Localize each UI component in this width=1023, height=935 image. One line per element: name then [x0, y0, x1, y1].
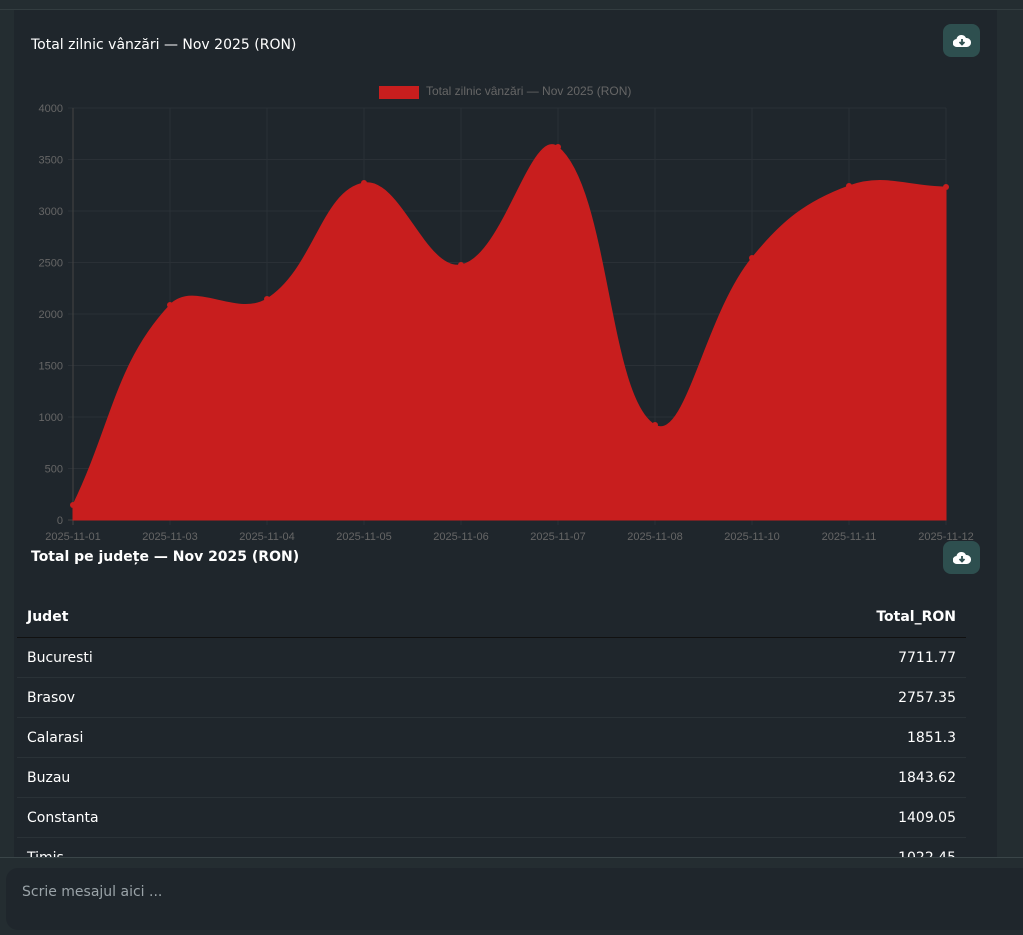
y-tick-label: 3000	[39, 206, 63, 218]
cloud-download-icon	[952, 34, 971, 47]
cell-judet: Calarasi	[17, 717, 472, 758]
legend-label: Total zilnic vânzări — Nov 2025 (RON)	[426, 84, 631, 98]
cell-total: 2757.35	[471, 677, 966, 718]
cell-judet: Bucuresti	[17, 637, 472, 678]
data-point	[555, 144, 561, 151]
data-point	[846, 182, 852, 189]
county-table: Judet Total_RON Bucuresti 7711.77 Brasov 275…	[17, 597, 966, 878]
y-tick-label: 4000	[39, 103, 63, 115]
top-divider	[0, 9, 1023, 10]
x-tick-label: 2025-11-10	[724, 531, 779, 540]
header-judet: Judet	[17, 597, 472, 638]
legend-swatch	[379, 86, 419, 99]
x-tick-label: 2025-11-01	[45, 531, 100, 540]
x-tick-label: 2025-11-08	[627, 531, 682, 540]
cell-total: 7711.77	[471, 637, 966, 678]
download-table-button[interactable]	[943, 541, 980, 574]
line-chart: Total zilnic vânzări — Nov 2025 (RON) 0 5…	[39, 84, 974, 540]
download-chart-button[interactable]	[943, 24, 980, 57]
x-tick-label: 2025-11-03	[142, 531, 197, 540]
x-tick-label: 2025-11-07	[530, 531, 585, 540]
data-point	[361, 179, 367, 186]
y-tick-label: 500	[45, 464, 63, 476]
y-tick-label: 2000	[39, 309, 63, 321]
cell-total: 1851.3	[471, 717, 966, 758]
table-row: Brasov 2757.35	[17, 677, 966, 718]
data-point	[458, 261, 464, 268]
y-tick-label: 1500	[39, 361, 63, 373]
x-tick-label: 2025-11-05	[336, 531, 391, 540]
x-tick-label: 2025-11-11	[822, 531, 877, 540]
header-total: Total_RON	[471, 597, 966, 638]
chart-title: Total zilnic vânzări — Nov 2025 (RON)	[31, 37, 297, 53]
data-point	[167, 302, 173, 309]
table-row: Bucuresti 7711.77	[17, 637, 966, 678]
data-point	[749, 254, 755, 261]
y-tick-label: 1000	[39, 412, 63, 424]
cell-judet: Constanta	[17, 797, 472, 838]
cell-total: 1843.62	[471, 757, 966, 798]
y-tick-label: 0	[57, 515, 63, 527]
area-series	[72, 144, 947, 521]
x-tick-label: 2025-11-12	[918, 531, 973, 540]
data-point	[70, 501, 76, 508]
table-title: Total pe județe — Nov 2025 (RON)	[31, 549, 300, 565]
cloud-download-icon	[952, 551, 971, 564]
cell-total: 1409.05	[471, 797, 966, 838]
data-point	[943, 184, 949, 191]
data-point	[652, 422, 658, 429]
message-input[interactable]: Scrie mesajul aici ...	[6, 868, 1023, 930]
cell-judet: Brasov	[17, 677, 472, 718]
message-bar: Scrie mesajul aici ...	[0, 857, 1023, 935]
data-point	[264, 295, 270, 302]
y-tick-label: 2500	[39, 258, 63, 270]
y-tick-label: 3500	[39, 155, 63, 167]
table-row: Constanta 1409.05	[17, 797, 966, 838]
table-row: Calarasi 1851.3	[17, 717, 966, 758]
table-row: Buzau 1843.62	[17, 757, 966, 798]
x-tick-label: 2025-11-06	[433, 531, 488, 540]
cell-judet: Buzau	[17, 757, 472, 798]
x-tick-label: 2025-11-04	[239, 531, 294, 540]
